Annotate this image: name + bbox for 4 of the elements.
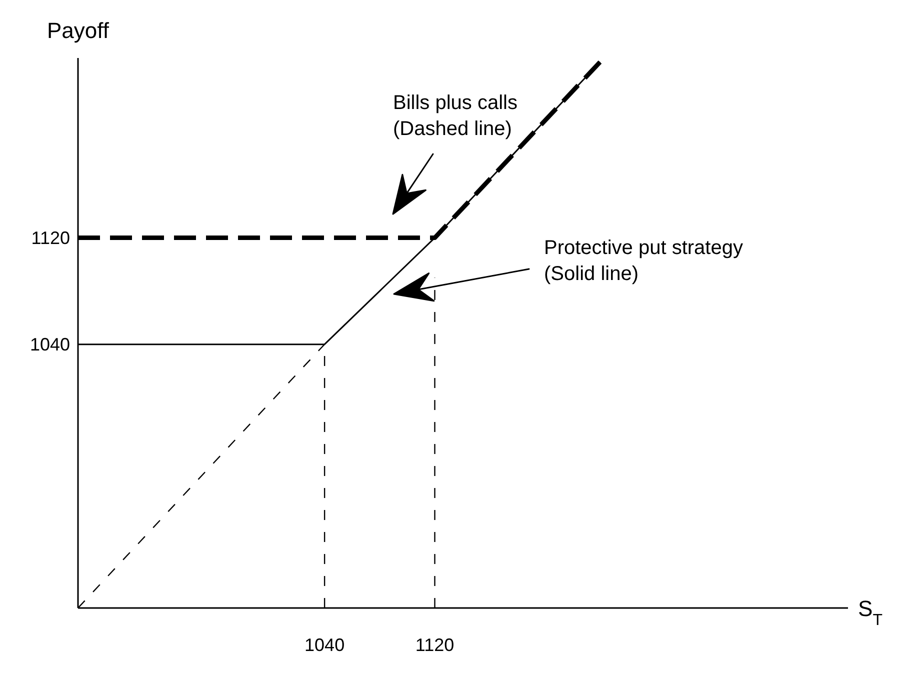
- annotation: Protective put strategy (Solid line): [544, 237, 743, 285]
- y-axis-title: Payoff: [47, 18, 110, 43]
- x-axis-title: S$_{T}$: [858, 596, 883, 628]
- annotation: Bills plus calls (Dashed line): [393, 92, 518, 140]
